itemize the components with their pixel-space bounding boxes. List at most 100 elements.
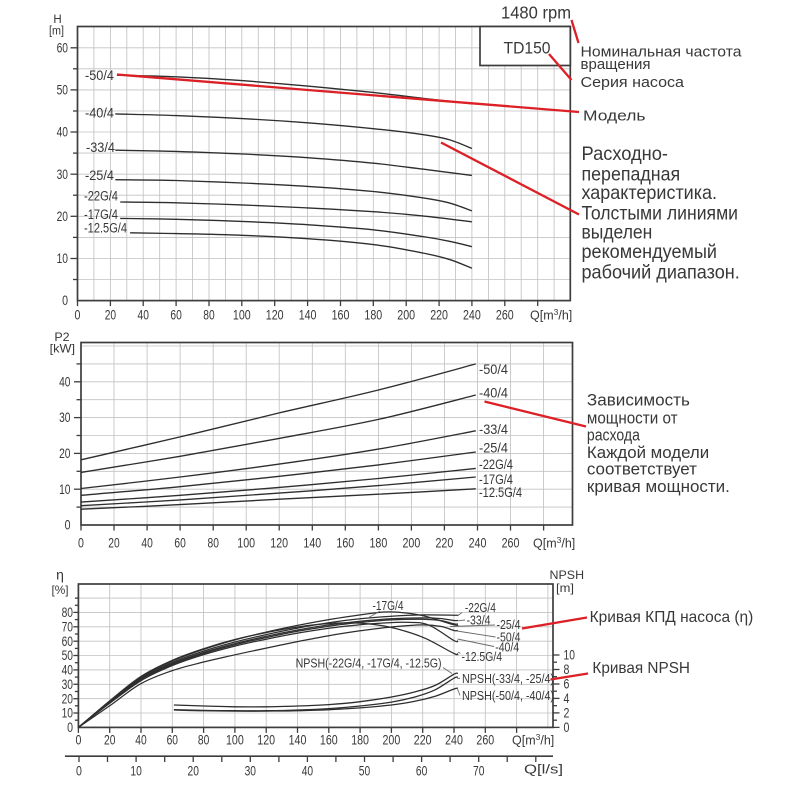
svg-text:Q[l/s]: Q[l/s] [524,763,563,777]
svg-text:20: 20 [59,446,70,461]
svg-text:Кривая КПД насоса (η): Кривая КПД насоса (η) [590,609,754,626]
svg-text:70: 70 [62,619,73,634]
svg-text:0: 0 [75,733,81,748]
svg-text:10: 10 [59,482,70,497]
svg-text:мощности от: мощности от [587,409,678,428]
svg-text:120: 120 [270,536,288,551]
svg-text:2: 2 [564,706,570,721]
svg-text:260: 260 [476,733,494,748]
svg-text:20: 20 [108,536,119,551]
svg-text:80: 80 [62,605,73,620]
svg-text:-25/4: -25/4 [479,441,508,456]
svg-text:вращения: вращения [581,56,651,73]
svg-text:60: 60 [416,764,427,779]
svg-text:соответствует: соответствует [587,460,697,479]
svg-text:260: 260 [496,308,514,323]
svg-text:-40/4: -40/4 [495,641,519,655]
svg-text:60: 60 [62,634,73,649]
svg-text:перепадная: перепадная [582,163,681,185]
svg-text:-22G/4: -22G/4 [465,601,496,615]
svg-text:4: 4 [564,691,570,706]
svg-text:240: 240 [463,308,481,323]
svg-text:-25/4: -25/4 [497,618,521,632]
svg-text:0: 0 [62,293,68,308]
svg-text:70: 70 [473,764,484,779]
svg-text:0: 0 [75,308,81,323]
svg-text:рабочий диапазон.: рабочий диапазон. [582,262,740,284]
svg-text:NPSH: NPSH [550,568,585,582]
svg-text:расхода: расхода [587,426,640,445]
svg-text:260: 260 [502,536,520,551]
svg-text:-22G/4: -22G/4 [84,189,118,204]
svg-text:0: 0 [65,518,71,533]
svg-text:-22G/4: -22G/4 [479,457,513,472]
svg-text:-50/4: -50/4 [497,631,521,645]
svg-text:NPSH(-33/4, -25/4): NPSH(-33/4, -25/4) [462,672,554,686]
svg-text:0: 0 [564,720,570,735]
svg-text:220: 220 [430,308,448,323]
svg-text:10: 10 [62,706,73,721]
svg-text:30: 30 [57,167,68,182]
svg-text:160: 160 [320,733,338,748]
svg-text:Расходно-: Расходно- [582,143,669,165]
svg-text:Зависимость: Зависимость [587,391,690,410]
svg-text:30: 30 [59,410,70,425]
svg-text:20: 20 [188,764,199,779]
svg-text:100: 100 [233,308,251,323]
svg-text:0: 0 [78,536,84,551]
svg-text:100: 100 [237,536,255,551]
svg-text:120: 120 [266,308,284,323]
svg-text:140: 140 [303,536,321,551]
svg-text:20: 20 [104,733,115,748]
svg-text:-40/4: -40/4 [85,106,114,121]
svg-text:Кривая NPSH: Кривая NPSH [592,660,690,677]
svg-text:60: 60 [167,733,178,748]
svg-text:TD150: TD150 [504,39,551,58]
svg-text:-40/4: -40/4 [479,386,508,401]
svg-text:H: H [53,14,61,26]
svg-text:80: 80 [203,308,214,323]
svg-text:1480 rpm: 1480 rpm [501,3,571,23]
svg-text:160: 160 [336,536,354,551]
svg-text:-50/4: -50/4 [85,68,114,83]
svg-text:40: 40 [62,663,73,678]
svg-text:20: 20 [62,691,73,706]
svg-text:0: 0 [76,764,82,779]
svg-text:0: 0 [67,720,73,735]
svg-text:кривая мощности.: кривая мощности. [587,477,730,496]
svg-text:10: 10 [564,648,575,663]
svg-text:140: 140 [299,308,317,323]
svg-text:180: 180 [370,536,388,551]
svg-text:30: 30 [62,677,73,692]
svg-text:[m]: [m] [49,26,64,38]
svg-text:Толстыми линиями: Толстыми линиями [582,202,739,224]
svg-text:Номинальная частота: Номинальная частота [581,44,743,61]
svg-text:40: 40 [135,733,146,748]
svg-text:-25/4: -25/4 [85,168,114,183]
svg-text:50: 50 [359,764,370,779]
svg-text:120: 120 [257,733,275,748]
svg-text:160: 160 [332,308,350,323]
svg-text:220: 220 [414,733,432,748]
svg-text:8: 8 [564,662,570,677]
svg-text:Q[m3/h]: Q[m3/h] [533,535,575,551]
svg-text:60: 60 [174,536,185,551]
svg-text:[kW]: [kW] [50,342,75,356]
svg-text:η: η [56,567,64,583]
svg-text:40: 40 [59,374,70,389]
svg-text:-33/4: -33/4 [479,422,508,437]
svg-text:-17G/4: -17G/4 [84,207,118,222]
svg-text:80: 80 [208,536,219,551]
svg-text:240: 240 [445,733,463,748]
svg-text:200: 200 [383,733,401,748]
svg-text:-33/4: -33/4 [86,140,115,155]
svg-text:40: 40 [57,125,68,140]
svg-text:30: 30 [245,764,256,779]
svg-text:50: 50 [57,83,68,98]
svg-text:180: 180 [364,308,382,323]
svg-text:NPSH(-50/4, -40/4): NPSH(-50/4, -40/4) [462,689,554,703]
svg-text:-12.5G/4: -12.5G/4 [462,650,503,664]
svg-text:20: 20 [57,209,68,224]
svg-text:240: 240 [469,536,487,551]
svg-text:100: 100 [226,733,244,748]
